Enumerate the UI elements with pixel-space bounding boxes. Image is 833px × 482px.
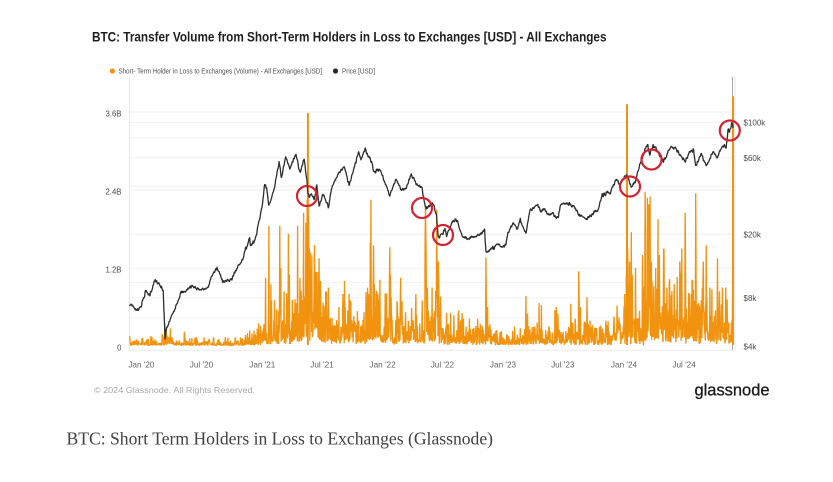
svg-text:BTC: Transfer Volume from Shor: BTC: Transfer Volume from Short-Term Hol… xyxy=(92,30,607,45)
svg-text:Price [USD]: Price [USD] xyxy=(342,67,375,76)
svg-text:$60k: $60k xyxy=(744,154,762,163)
svg-text:Jan '22: Jan '22 xyxy=(370,361,397,370)
svg-text:Jan '23: Jan '23 xyxy=(490,361,517,370)
svg-text:Jul '20: Jul '20 xyxy=(190,361,214,370)
svg-text:0: 0 xyxy=(117,343,122,352)
svg-text:$100k: $100k xyxy=(744,119,767,128)
svg-text:Jul '21: Jul '21 xyxy=(310,361,334,370)
svg-text:BTC: Short Term Holders in Los: BTC: Short Term Holders in Loss to Excha… xyxy=(67,429,494,449)
svg-text:$4k: $4k xyxy=(744,342,758,351)
svg-text:glassnode: glassnode xyxy=(695,382,770,400)
svg-text:Jul '22: Jul '22 xyxy=(431,361,455,370)
svg-text:Jan '21: Jan '21 xyxy=(249,361,276,370)
svg-text:1.2B: 1.2B xyxy=(105,266,121,275)
svg-text:Short- Term Holder in Loss to: Short- Term Holder in Loss to Exchanges … xyxy=(119,67,323,76)
svg-text:Jan '20: Jan '20 xyxy=(128,361,155,370)
svg-text:$20k: $20k xyxy=(744,230,762,239)
svg-text:© 2024 Glassnode. All Rights R: © 2024 Glassnode. All Rights Reserved. xyxy=(94,385,255,395)
svg-text:Jan '24: Jan '24 xyxy=(611,361,638,370)
svg-text:2.4B: 2.4B xyxy=(105,188,121,197)
svg-text:Jul '24: Jul '24 xyxy=(672,361,696,370)
svg-text:$8k: $8k xyxy=(744,294,758,303)
svg-text:Jul '23: Jul '23 xyxy=(551,361,575,370)
svg-text:3.6B: 3.6B xyxy=(105,109,121,118)
